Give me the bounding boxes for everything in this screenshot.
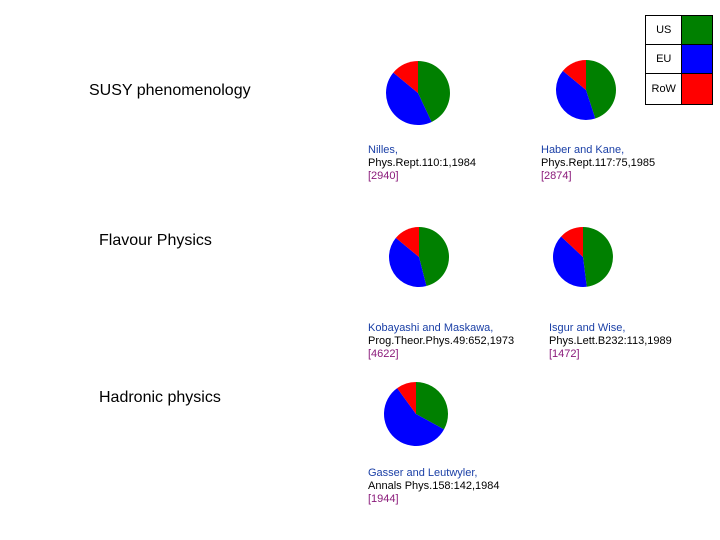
pie-chart-isgur-wise — [552, 227, 613, 287]
pie-slice-eu — [555, 70, 596, 120]
reference-citations: [2874] — [541, 170, 572, 182]
reference-author: Isgur and Wise, — [549, 322, 626, 334]
section-title-susy: SUSY phenomenology — [89, 82, 251, 99]
reference-journal: Annals Phys.158:142,1984 — [368, 480, 500, 492]
pie-slice-us — [586, 60, 616, 119]
legend-item-us: US — [646, 16, 712, 45]
pie-slice-us — [419, 227, 450, 287]
reference-kobayashi-maskawa: Kobayashi and Maskawa, Prog.Theor.Phys.4… — [368, 322, 514, 361]
reference-journal: Phys.Rept.117:75,1985 — [541, 157, 656, 169]
pie-slice-us — [583, 227, 613, 287]
reference-author: Kobayashi and Maskawa, — [368, 322, 494, 334]
legend-swatch-eu — [682, 45, 712, 73]
legend-item-row: RoW — [646, 74, 712, 104]
reference-haber-kane: Haber and Kane, Phys.Rept.117:75,1985 [2… — [541, 144, 655, 183]
legend-label-row: RoW — [646, 74, 683, 104]
pie-slice-eu — [552, 236, 587, 287]
reference-journal: Phys.Lett.B232:113,1989 — [549, 335, 672, 347]
pie-slice-eu — [386, 72, 432, 125]
legend-label-us: US — [646, 16, 683, 44]
reference-isgur-wise: Isgur and Wise, Phys.Lett.B232:113,1989 … — [549, 322, 672, 361]
legend-swatch-row — [682, 74, 712, 104]
pie-slice-us — [416, 382, 449, 430]
reference-author: Nilles, — [368, 144, 398, 156]
reference-author: Haber and Kane, — [541, 144, 625, 156]
legend-label-eu: EU — [646, 45, 683, 73]
pie-slice-us — [418, 61, 450, 122]
pie-chart-nilles — [386, 60, 450, 125]
pie-chart-haber-kane — [555, 60, 616, 120]
pie-slice-row — [561, 227, 583, 257]
reference-citations: [1944] — [368, 493, 399, 505]
reference-gasser-leutwyler: Gasser and Leutwyler, Annals Phys.158:14… — [368, 467, 500, 506]
legend-item-eu: EU — [646, 45, 712, 74]
section-title-flavour: Flavour Physics — [99, 232, 212, 249]
reference-author: Gasser and Leutwyler, — [368, 467, 478, 479]
legend-swatch-us — [682, 16, 712, 44]
reference-citations: [4622] — [368, 348, 399, 360]
reference-citations: [1472] — [549, 348, 580, 360]
pie-slice-eu — [388, 237, 427, 288]
pie-slice-eu — [384, 388, 445, 446]
pie-slice-row — [397, 382, 416, 414]
reference-journal: Phys.Rept.110:1,1984 — [368, 157, 477, 169]
pie-slice-row — [562, 60, 586, 90]
reference-journal: Prog.Theor.Phys.49:652,1973 — [368, 335, 515, 347]
pie-slice-row — [393, 60, 418, 93]
pie-chart-gasser-leutwyler — [384, 382, 449, 446]
pie-slice-row — [395, 227, 419, 257]
pie-chart-kobayashi-maskawa — [388, 227, 450, 288]
reference-citations: [2940] — [368, 170, 399, 182]
legend: US EU RoW — [645, 15, 713, 105]
reference-nilles: Nilles, Phys.Rept.110:1,1984 [2940] — [368, 144, 476, 183]
section-title-hadronic: Hadronic physics — [99, 389, 221, 406]
